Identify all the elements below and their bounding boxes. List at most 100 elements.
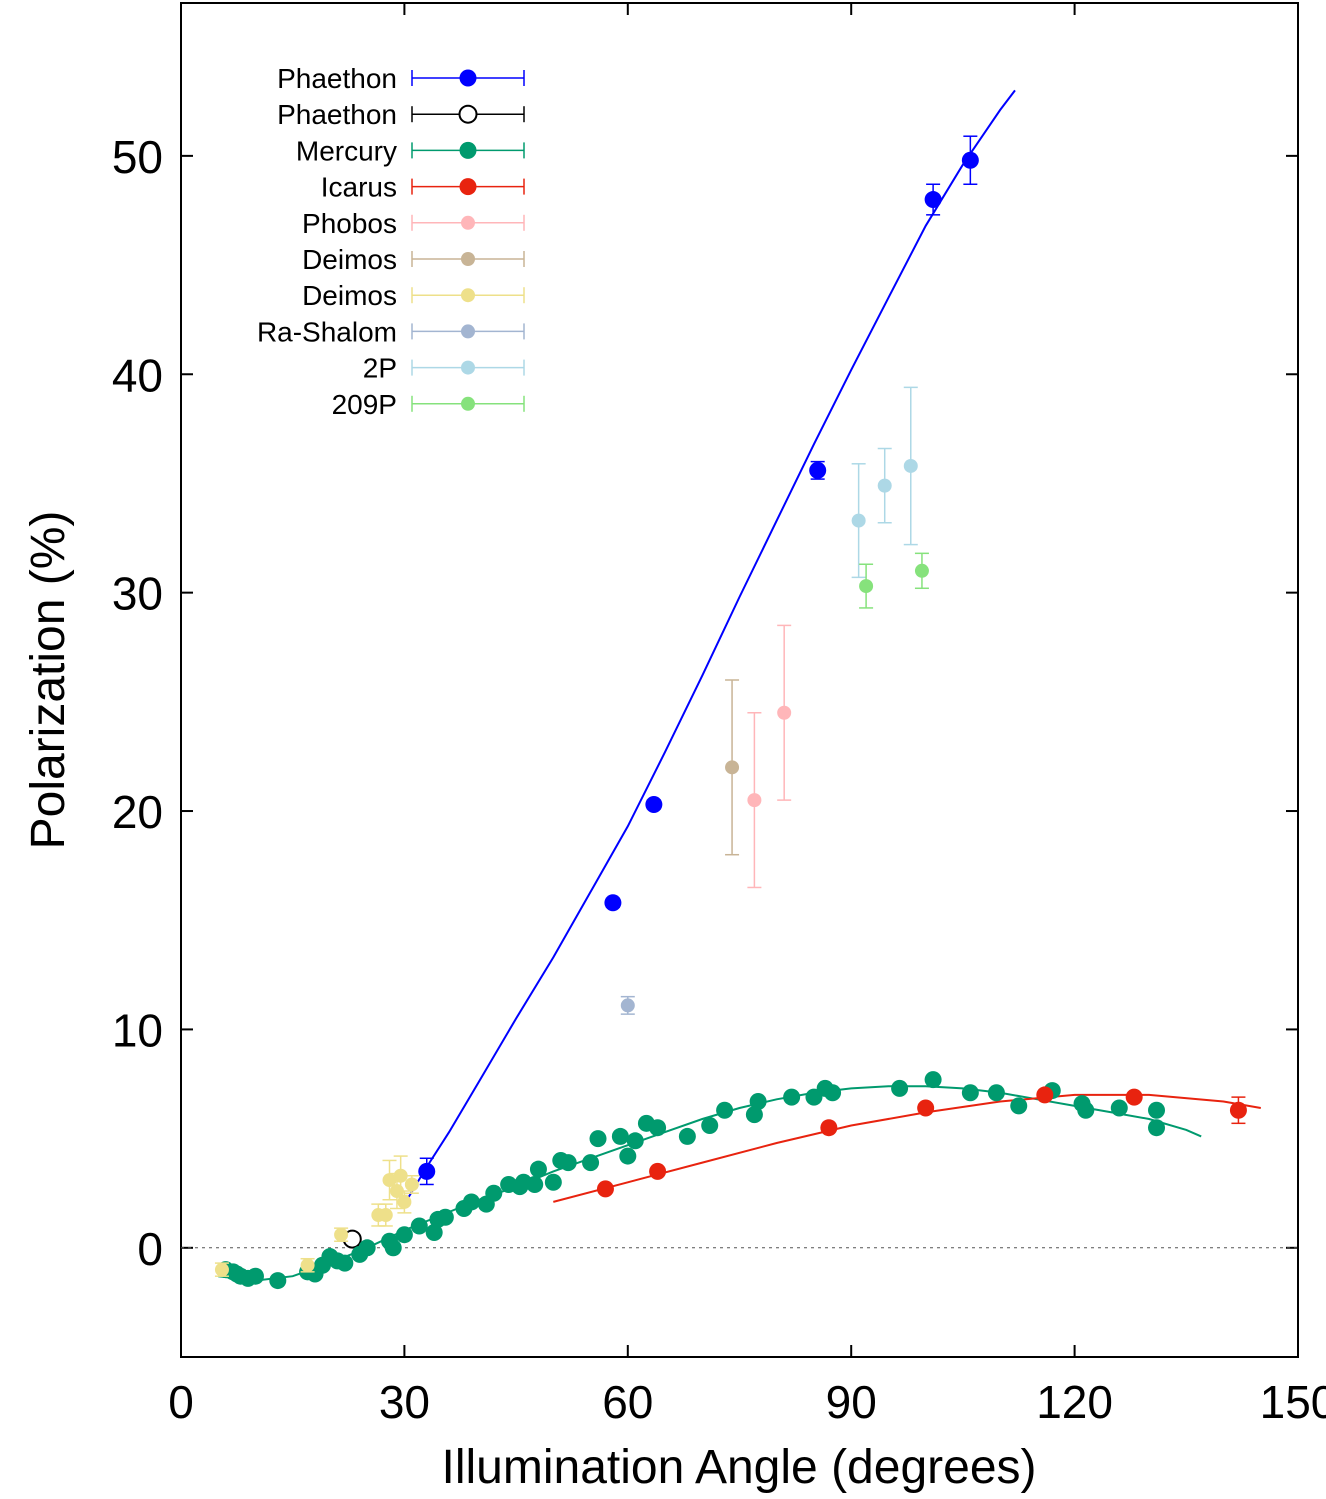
x-axis-label: Illumination Angle (degrees) [441, 1441, 1036, 1494]
mercury-point [269, 1272, 287, 1290]
legend-marker [461, 252, 475, 266]
y-tick-label: 0 [137, 1223, 163, 1275]
icarus-point [1125, 1088, 1143, 1106]
y-axis-label: Polarization (%) [22, 511, 75, 850]
2p-point [903, 458, 918, 473]
phobos-point [747, 793, 762, 808]
phaethon-point [604, 894, 622, 912]
x-tick-label: 90 [826, 1376, 877, 1428]
y-tick-label: 10 [112, 1004, 163, 1056]
mercury-point [589, 1130, 607, 1148]
legend-entry-deimos: Deimos [302, 244, 525, 275]
mercury-point [924, 1071, 942, 1089]
legend-entry-mercury: Mercury [296, 135, 525, 166]
legend-label: Ra-Shalom [257, 316, 397, 347]
legend-label: 209P [332, 389, 397, 420]
mercury-point [526, 1175, 544, 1193]
legend-entry-icarus: Icarus [321, 172, 525, 203]
mercury-point [1148, 1101, 1166, 1119]
mercury-point [582, 1154, 600, 1172]
mercury-point [1010, 1097, 1028, 1115]
phaethon-point [924, 191, 942, 209]
mercury-point [891, 1079, 909, 1097]
mercury-point [410, 1217, 428, 1235]
ra-shalom-point [620, 998, 635, 1013]
mercury-point [436, 1208, 454, 1226]
deimos-point [393, 1168, 408, 1183]
legend-label: 2P [363, 353, 397, 384]
y-tick-label: 40 [112, 349, 163, 401]
legend-label: Phaethon [277, 63, 397, 94]
mercury-point [987, 1084, 1005, 1102]
deimos-point [382, 1173, 397, 1188]
mercury-point [425, 1224, 443, 1242]
phobos-point [777, 705, 792, 720]
mercury-point [358, 1239, 376, 1257]
legend-marker [461, 360, 475, 375]
deimos-point [404, 1177, 419, 1192]
mercury-point [1077, 1101, 1095, 1119]
legend-entry-ra-shalom: Ra-Shalom [257, 316, 525, 347]
mercury-point [649, 1119, 667, 1137]
legend-entry-2p: 2P [363, 353, 525, 384]
mercury-point [611, 1127, 629, 1145]
mercury-point [961, 1084, 979, 1102]
legend-entry-phaethon: Phaethon [277, 63, 525, 94]
x-tick-label: 60 [602, 1376, 653, 1428]
y-tick-label: 30 [112, 568, 163, 620]
x-tick-label: 120 [1036, 1376, 1113, 1428]
legend-label: Deimos [302, 244, 397, 275]
icarus-point [1036, 1086, 1054, 1104]
icarus-point [820, 1119, 838, 1137]
axis-ticks: 0 30 60 90 120 150 0 10 20 30 40 50 [112, 3, 1326, 1428]
icarus-point [917, 1099, 935, 1117]
mercury-point [1110, 1099, 1128, 1117]
mercury-point [619, 1147, 637, 1165]
mercury-point [462, 1193, 480, 1211]
legend-label: Deimos [302, 280, 397, 311]
deimos-point [378, 1208, 393, 1223]
mercury-point [745, 1106, 763, 1124]
mercury-point [559, 1154, 577, 1172]
phaethon-point [809, 461, 827, 479]
mercury-point [783, 1088, 801, 1106]
data-points [214, 135, 1247, 1290]
legend-entry-phobos: Phobos [302, 208, 525, 239]
y-tick-label: 50 [112, 131, 163, 183]
mercury-point [678, 1127, 696, 1145]
phaethon-point [645, 795, 663, 813]
legend-label: Mercury [296, 135, 397, 166]
legend-marker [461, 288, 475, 303]
phaethon-point [418, 1162, 436, 1180]
legend-entry-209p: 209P [332, 389, 525, 420]
mercury-point [246, 1267, 264, 1285]
legend-marker [461, 396, 475, 411]
x-tick-label: 30 [379, 1376, 430, 1428]
legend-label: Phaethon [277, 99, 397, 130]
mercury-point [384, 1239, 402, 1257]
mercury-point [824, 1084, 842, 1102]
mercury-point [716, 1101, 734, 1119]
deimos-point [725, 760, 740, 775]
legend: Phaethon Phaethon Mercury Icarus Phobos Deimo… [257, 63, 525, 420]
x-tick-label: 150 [1260, 1376, 1326, 1428]
mercury-point [485, 1184, 503, 1202]
legend-entry-phaethon: Phaethon [277, 99, 525, 130]
x-tick-label: 0 [168, 1376, 194, 1428]
icarus-point [596, 1180, 614, 1198]
mercury-point [749, 1092, 767, 1110]
mercury-point [336, 1254, 354, 1272]
legend-label: Icarus [321, 172, 397, 203]
legend-marker [461, 215, 475, 230]
legend-marker [459, 69, 477, 87]
2p-point [851, 513, 866, 528]
phaethon-point [961, 151, 979, 169]
mercury-point [529, 1160, 547, 1178]
plot-frame [180, 2, 1299, 1358]
icarus-point [649, 1162, 667, 1180]
deimos-point [300, 1258, 315, 1273]
2p-point [877, 478, 892, 493]
mercury-point [395, 1226, 413, 1244]
deimos-point [334, 1227, 349, 1242]
